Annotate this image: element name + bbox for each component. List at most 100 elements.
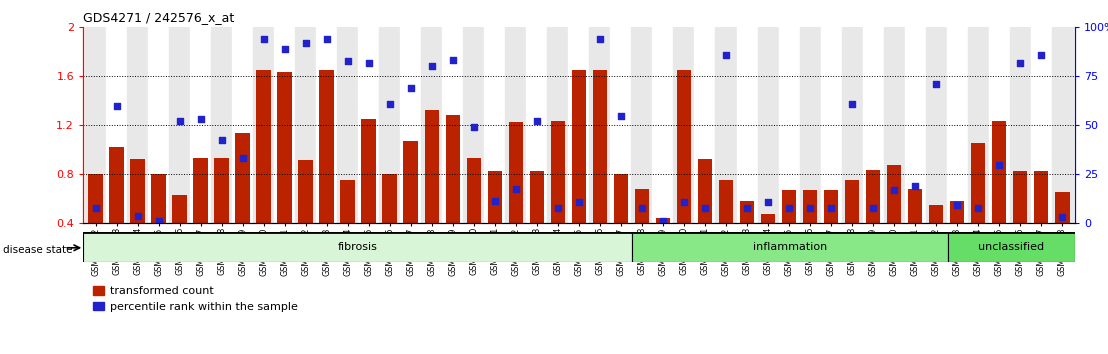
Bar [547, 27, 568, 223]
Bar [568, 27, 589, 223]
Bar [148, 27, 170, 223]
Bar [740, 201, 755, 223]
Point [318, 36, 336, 42]
Bar [1034, 171, 1048, 223]
Bar [844, 180, 860, 223]
Point [276, 46, 294, 51]
Point [129, 213, 146, 218]
Bar [800, 27, 821, 223]
Bar [971, 143, 985, 223]
Text: unclassified: unclassified [978, 242, 1045, 252]
Point [1033, 52, 1050, 58]
Bar [106, 27, 127, 223]
Bar [505, 27, 526, 223]
Point [927, 81, 945, 87]
Bar [319, 69, 335, 223]
Bar [925, 27, 946, 223]
Point [717, 52, 735, 58]
Bar [865, 170, 881, 223]
Bar [802, 190, 818, 223]
Point [402, 85, 420, 91]
Text: inflammation: inflammation [752, 242, 827, 252]
Point [423, 63, 441, 69]
Bar [530, 171, 544, 223]
Bar [886, 165, 902, 223]
Bar [1051, 27, 1073, 223]
Point [339, 58, 357, 64]
Bar [340, 180, 356, 223]
Bar [361, 119, 377, 223]
Bar [191, 27, 212, 223]
Point [486, 198, 504, 204]
Bar [653, 27, 674, 223]
Point [529, 118, 546, 124]
Bar [758, 27, 779, 223]
Bar [904, 27, 925, 223]
Bar [611, 27, 632, 223]
Bar [719, 180, 733, 223]
Bar [235, 133, 250, 223]
Point [780, 205, 798, 211]
Bar [488, 171, 502, 223]
Point [213, 137, 230, 142]
Point [906, 183, 924, 189]
Bar [589, 27, 611, 223]
Bar [842, 27, 862, 223]
Point [192, 116, 209, 121]
Bar [674, 27, 695, 223]
Bar [421, 27, 442, 223]
Bar [275, 27, 296, 223]
Bar [83, 232, 632, 262]
Bar [127, 27, 148, 223]
Bar [379, 27, 400, 223]
Bar [677, 69, 691, 223]
Point [801, 205, 819, 211]
Point [1054, 214, 1071, 220]
Bar [698, 159, 712, 223]
Bar [823, 190, 839, 223]
Bar [131, 159, 145, 223]
Bar [194, 158, 208, 223]
Bar [152, 174, 166, 223]
Point [948, 202, 966, 207]
Bar [316, 27, 337, 223]
Bar [277, 72, 293, 223]
Bar [946, 27, 967, 223]
Bar [907, 189, 923, 223]
Bar [737, 27, 758, 223]
Bar [442, 27, 463, 223]
Bar [382, 174, 397, 223]
Bar [992, 121, 1006, 223]
Bar [656, 218, 670, 223]
Bar [988, 27, 1009, 223]
Point [255, 36, 273, 42]
Point [864, 205, 882, 211]
Point [822, 205, 840, 211]
Bar [781, 190, 797, 223]
Bar [572, 69, 586, 223]
Bar [929, 205, 943, 223]
Bar [950, 201, 964, 223]
Text: disease state: disease state [3, 245, 73, 255]
Bar [526, 27, 547, 223]
Point [612, 113, 629, 119]
Bar [173, 195, 187, 223]
Point [1012, 61, 1029, 66]
Bar [761, 215, 776, 223]
Point [150, 218, 167, 223]
Bar [779, 27, 800, 223]
Bar [233, 27, 254, 223]
Point [759, 199, 777, 205]
Bar [551, 121, 565, 223]
Bar [424, 110, 439, 223]
Point [381, 101, 399, 107]
Point [360, 61, 378, 66]
Bar [635, 189, 649, 223]
Point [696, 205, 714, 211]
Bar [484, 27, 505, 223]
Point [675, 199, 692, 205]
Bar [509, 122, 523, 223]
Point [507, 186, 525, 192]
Bar [110, 147, 124, 223]
Bar [170, 27, 191, 223]
